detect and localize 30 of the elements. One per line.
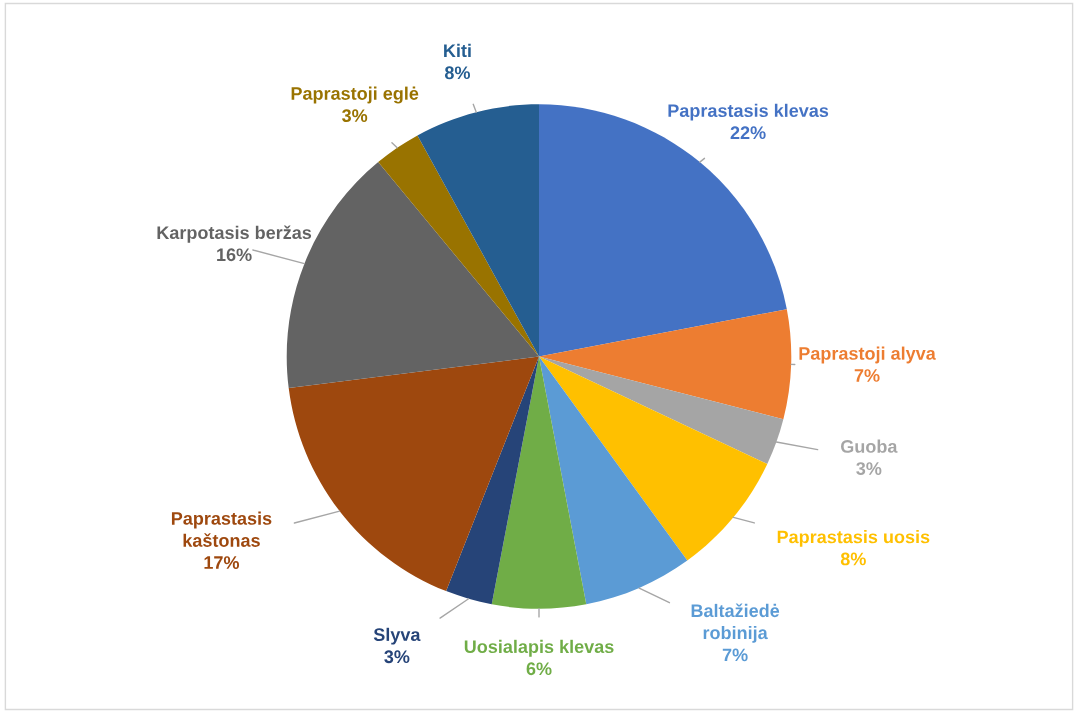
data-label: 3%	[342, 109, 368, 123]
data-label: 22%	[730, 126, 766, 140]
slice-label: Paprastoji alyva	[799, 346, 936, 364]
pie-slice	[539, 309, 792, 420]
slice-label: Baltažiedė robinija	[691, 603, 780, 643]
slice-label: Paprastoji eglė	[291, 86, 419, 104]
data-label: 16%	[217, 248, 252, 262]
slice-label: Paprastasis uosis	[777, 530, 930, 547]
data-label: 17%	[204, 556, 240, 569]
data-label: 7%	[722, 648, 748, 662]
pie-slice	[539, 356, 768, 561]
slice-label: Karpotasis beržas	[157, 225, 312, 243]
data-label: 6%	[526, 662, 552, 676]
data-label: 8%	[444, 66, 471, 80]
data-label: 7%	[854, 369, 880, 382]
legend-label: Guoba	[840, 439, 898, 453]
slice-label: Paprastasis kaštonas	[171, 511, 272, 547]
data-label: 3%	[856, 462, 882, 475]
data-label: 3%	[384, 650, 410, 664]
slice-label: Uosialapis klevas	[464, 639, 614, 657]
slice-label: Slyva	[373, 627, 421, 645]
pie-slice	[288, 356, 539, 592]
data-label: 8%	[840, 552, 866, 566]
pie-slice	[491, 356, 587, 609]
pie-slice	[378, 135, 539, 357]
pie-slice	[539, 356, 688, 605]
pie-slice	[446, 356, 539, 605]
slice-label: Kiti	[444, 43, 471, 58]
slice-label: Paprastasis klevas	[668, 103, 829, 121]
pie-slice	[417, 104, 539, 357]
